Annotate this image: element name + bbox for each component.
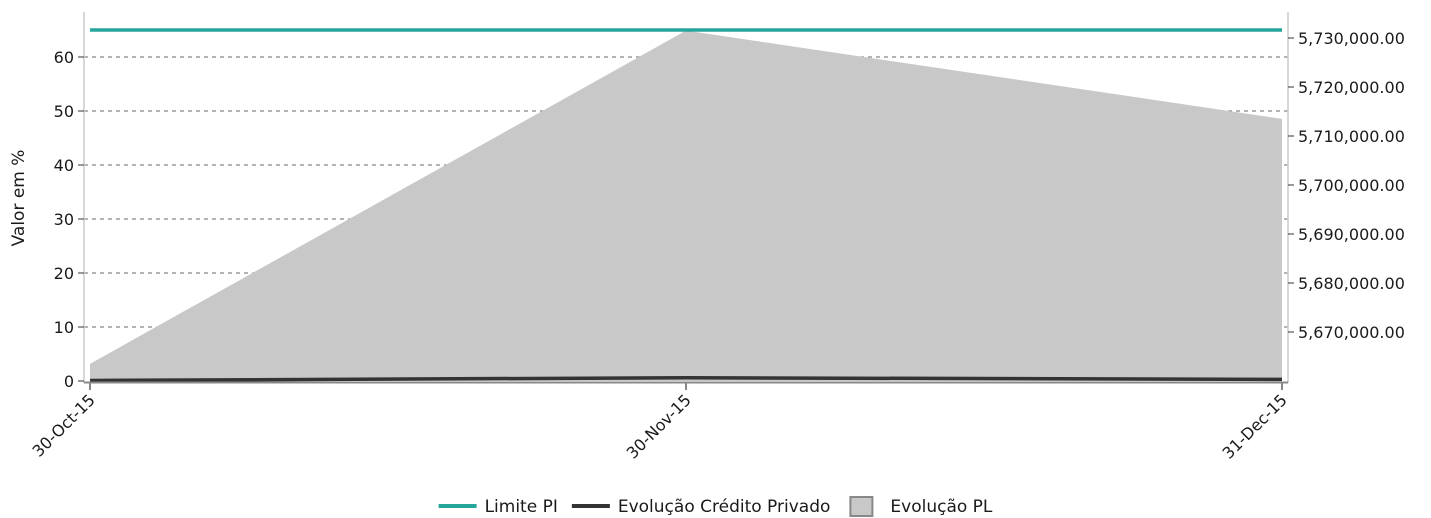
- x-tick-labels: 30-Oct-15 30-Nov-15 31-Dec-15: [29, 382, 1291, 463]
- legend-item: Limite PI: [438, 497, 558, 517]
- left-y-tick-label: 30: [54, 210, 74, 229]
- right-y-tick-label: 5,680,000.00: [1298, 274, 1405, 293]
- x-tick-label: 30-Nov-15: [623, 390, 695, 462]
- legend-item: Evolução Crédito Privado: [571, 497, 831, 517]
- area-evolucao-pl: [90, 30, 1282, 382]
- legend-label: Evolução PL: [890, 497, 993, 517]
- legend-label: Evolução Crédito Privado: [618, 497, 831, 517]
- legend-label: Limite PI: [485, 497, 558, 517]
- left-y-tick-label: 10: [54, 318, 74, 337]
- area-layer: [90, 30, 1282, 382]
- right-y-tick-labels: 5,670,000.00 5,680,000.00 5,690,000.00 5,70…: [1288, 29, 1405, 342]
- series-line-1: [89, 376, 1283, 383]
- legend: Limite PI Evolução Crédito Privado Evoluçã…: [438, 496, 993, 517]
- left-y-tick-label: 60: [54, 48, 74, 67]
- right-y-tick-label: 5,730,000.00: [1298, 29, 1405, 48]
- left-y-tick-label: 20: [54, 264, 74, 283]
- left-y-tick-label: 0: [64, 372, 74, 391]
- right-y-tick-label: 5,670,000.00: [1298, 323, 1405, 342]
- line-layer: [89, 28, 1283, 383]
- right-y-tick-label: 5,690,000.00: [1298, 225, 1405, 244]
- x-tick-label: 31-Dec-15: [1219, 390, 1291, 462]
- legend-swatch: [849, 496, 874, 517]
- y-axis-label: Valor em %: [9, 150, 29, 247]
- left-y-tick-label: 50: [54, 102, 74, 121]
- left-y-tick-label: 40: [54, 156, 74, 175]
- right-y-tick-label: 5,720,000.00: [1298, 78, 1405, 97]
- left-y-tick-labels: 0 10 20 30 40 50 60: [54, 48, 84, 391]
- legend-item: Evolução PL: [849, 496, 993, 517]
- x-tick-label: 30-Oct-15: [29, 390, 99, 460]
- right-y-tick-label: 5,700,000.00: [1298, 176, 1405, 195]
- right-y-tick-label: 5,710,000.00: [1298, 127, 1405, 146]
